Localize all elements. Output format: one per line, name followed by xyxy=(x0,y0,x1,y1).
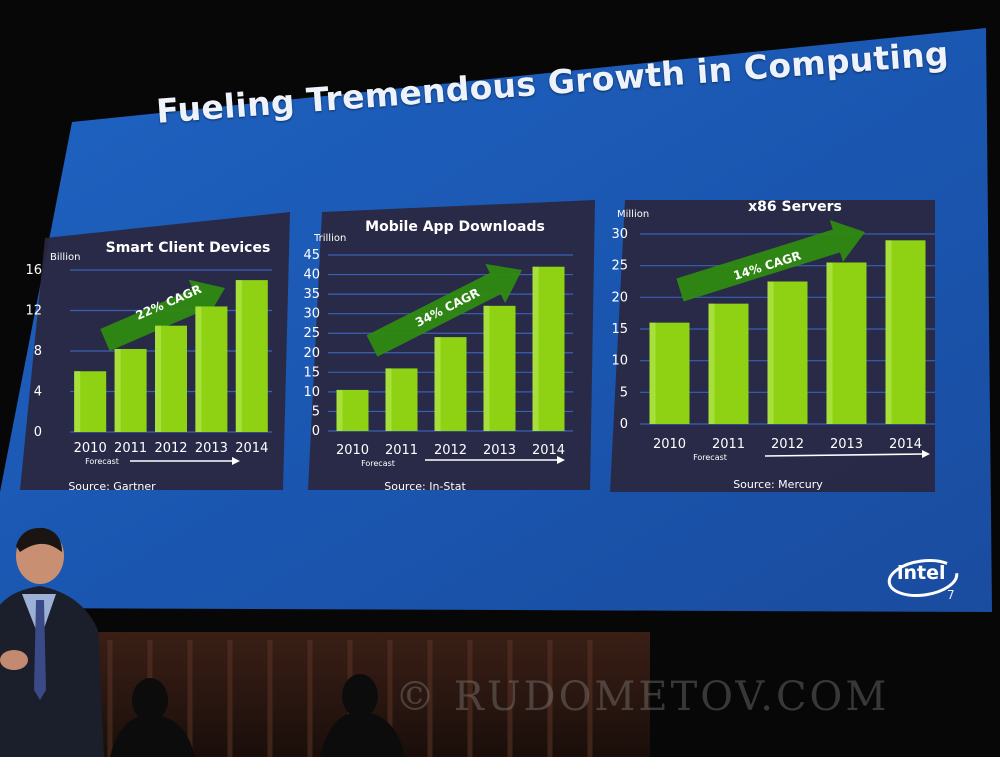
x-tick-label: 2010 xyxy=(74,441,107,456)
y-tick-label: 10 xyxy=(611,354,628,369)
y-axis-label: Billion xyxy=(50,252,80,263)
y-axis-label: Trillion xyxy=(313,233,346,244)
chart-source: Source: Gartner xyxy=(68,480,156,493)
chart-title: Mobile App Downloads xyxy=(365,219,545,235)
y-tick-label: 40 xyxy=(303,268,320,283)
x-tick-label: 2013 xyxy=(830,437,863,452)
cagr-arrow xyxy=(366,263,523,357)
cagr-arrow xyxy=(100,279,225,352)
bar-highlight xyxy=(336,389,343,431)
cagr-arrow xyxy=(676,219,866,302)
x-tick-label: 2012 xyxy=(154,441,187,456)
x-tick-label: 2014 xyxy=(889,437,922,452)
bar-2013 xyxy=(826,262,867,424)
bar-highlight xyxy=(235,280,242,432)
y-tick-label: 30 xyxy=(303,307,320,322)
bar-2010 xyxy=(649,322,690,424)
y-tick-label: 45 xyxy=(303,248,320,263)
x-tick-label: 2013 xyxy=(483,443,516,458)
bar-highlight xyxy=(708,303,715,424)
y-tick-label: 0 xyxy=(620,417,628,432)
forecast-label: Forecast xyxy=(85,457,119,466)
x-tick-label: 2011 xyxy=(712,437,745,452)
chart-title: x86 Servers xyxy=(748,199,842,215)
y-tick-label: 16 xyxy=(25,263,42,278)
x-tick-label: 2010 xyxy=(336,443,369,458)
y-tick-label: 15 xyxy=(611,322,628,337)
presenter-figure xyxy=(0,527,104,757)
chart-source: Source: In-Stat xyxy=(384,480,466,493)
watermark: © RUDOMETOV.COM xyxy=(395,674,890,720)
x-tick-label: 2011 xyxy=(114,441,147,456)
intel-logo-swirl xyxy=(887,559,959,597)
y-tick-label: 0 xyxy=(34,425,42,440)
forecast-arrowhead xyxy=(922,450,930,458)
x-tick-label: 2013 xyxy=(195,441,228,456)
bar-highlight xyxy=(767,281,774,424)
y-tick-label: 30 xyxy=(611,227,628,242)
audience-silhouettes xyxy=(110,674,405,757)
bar-2011 xyxy=(708,303,749,424)
x-tick-label: 2012 xyxy=(434,443,467,458)
x-tick-label: 2012 xyxy=(771,437,804,452)
y-tick-label: 20 xyxy=(303,346,320,361)
y-tick-label: 20 xyxy=(611,290,628,305)
bar-2014 xyxy=(885,240,926,424)
y-tick-label: 25 xyxy=(611,259,628,274)
y-tick-label: 25 xyxy=(303,326,320,341)
bar-highlight xyxy=(114,348,121,432)
bar-highlight xyxy=(74,371,81,432)
bar-highlight xyxy=(826,262,833,424)
forecast-label: Forecast xyxy=(361,459,395,468)
forecast-arrow xyxy=(764,453,925,457)
chart-source: Source: Mercury xyxy=(733,478,823,491)
y-tick-label: 4 xyxy=(34,385,42,400)
x-tick-label: 2014 xyxy=(532,443,565,458)
intel-logo-suffix: 7 xyxy=(947,588,955,602)
y-axis-label: Million xyxy=(617,209,649,220)
y-tick-label: 5 xyxy=(312,404,320,419)
bar-highlight xyxy=(483,305,490,431)
chart-title: Smart Client Devices xyxy=(106,240,271,256)
y-tick-label: 15 xyxy=(303,365,320,380)
y-tick-label: 12 xyxy=(25,304,42,319)
bar-highlight xyxy=(649,322,656,424)
bar-highlight xyxy=(385,368,392,431)
x-tick-label: 2011 xyxy=(385,443,418,458)
y-tick-label: 10 xyxy=(303,385,320,400)
chart-2: 0 5 10 15 20 25 30 35 40 45 Trillion Mobile App Dow… xyxy=(303,200,595,493)
y-tick-label: 5 xyxy=(620,385,628,400)
forecast-label: Forecast xyxy=(693,453,727,462)
bar-highlight xyxy=(885,240,892,424)
bar-highlight xyxy=(155,325,161,432)
x-tick-label: 2014 xyxy=(235,441,268,456)
bar-highlight xyxy=(195,306,202,432)
bar-highlight xyxy=(532,266,539,431)
forecast-arrowhead xyxy=(232,457,240,465)
forecast-arrowhead xyxy=(557,456,565,464)
x-tick-label: 2010 xyxy=(653,437,686,452)
y-tick-label: 0 xyxy=(312,424,320,439)
intel-logo-text: intel xyxy=(897,562,946,584)
bar-highlight xyxy=(434,337,441,431)
y-tick-label: 35 xyxy=(303,287,320,302)
y-tick-label: 8 xyxy=(34,344,42,359)
bar-2012 xyxy=(767,281,808,424)
